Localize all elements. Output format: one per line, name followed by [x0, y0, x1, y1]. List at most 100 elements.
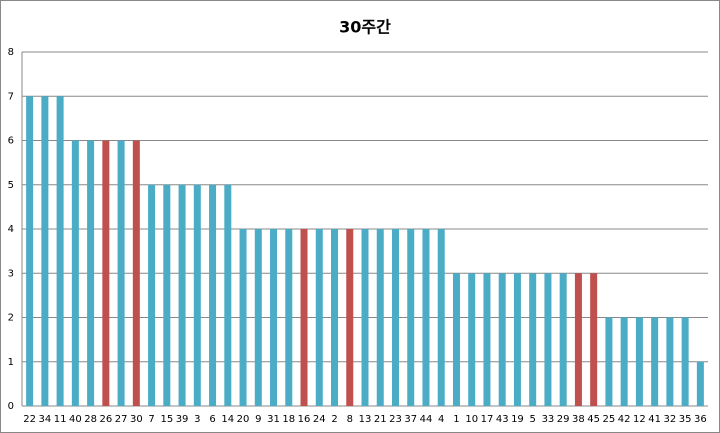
y-tick-label: 7 [8, 91, 14, 102]
bar [681, 317, 689, 406]
x-tick-label: 43 [496, 414, 509, 425]
bar [117, 140, 125, 406]
y-tick-label: 0 [8, 401, 14, 412]
bar [285, 229, 293, 406]
y-tick-label: 4 [8, 224, 14, 235]
bar [437, 229, 445, 406]
x-tick-label: 6 [209, 414, 215, 425]
bar [620, 317, 628, 406]
bar [193, 184, 201, 406]
bar [651, 317, 659, 406]
bar [26, 96, 34, 406]
y-tick-label: 2 [8, 313, 14, 324]
y-tick-label: 3 [8, 268, 14, 279]
bar [666, 317, 674, 406]
bar [56, 96, 64, 406]
x-tick-label: 34 [38, 414, 51, 425]
x-tick-label: 10 [465, 414, 478, 425]
x-tick-label: 45 [587, 414, 600, 425]
bar [590, 273, 598, 406]
x-tick-label: 1 [453, 414, 459, 425]
x-tick-label: 40 [69, 414, 82, 425]
x-tick-label: 5 [530, 414, 536, 425]
x-tick-label: 39 [176, 414, 189, 425]
x-tick-label: 11 [54, 414, 67, 425]
bar [544, 273, 552, 406]
x-tick-label: 9 [255, 414, 261, 425]
y-tick-label: 5 [8, 180, 14, 191]
bar [346, 229, 354, 406]
x-tick-label: 17 [481, 414, 494, 425]
x-tick-label: 12 [633, 414, 646, 425]
x-tick-label: 2 [331, 414, 337, 425]
x-tick-label: 14 [221, 414, 234, 425]
x-tick-label: 23 [389, 414, 402, 425]
bar [361, 229, 369, 406]
bar [224, 184, 232, 406]
x-tick-label: 21 [374, 414, 387, 425]
x-tick-label: 36 [694, 414, 707, 425]
x-tick-label: 41 [648, 414, 661, 425]
y-tick-label: 8 [8, 47, 14, 58]
x-tick-label: 33 [542, 414, 555, 425]
bar [605, 317, 613, 406]
bar [468, 273, 476, 406]
bar [422, 229, 430, 406]
x-tick-label: 26 [99, 414, 112, 425]
bar [529, 273, 537, 406]
x-tick-label: 44 [420, 414, 433, 425]
bar [163, 184, 171, 406]
bar [376, 229, 384, 406]
x-tick-label: 7 [148, 414, 154, 425]
bar [635, 317, 643, 406]
bar [513, 273, 521, 406]
bar [270, 229, 278, 406]
bar [315, 229, 323, 406]
x-tick-label: 3 [194, 414, 200, 425]
bar [483, 273, 491, 406]
bar [71, 140, 79, 406]
x-tick-label: 22 [23, 414, 36, 425]
x-tick-label: 4 [438, 414, 444, 425]
bar [254, 229, 262, 406]
x-tick-label: 18 [282, 414, 295, 425]
bar [559, 273, 567, 406]
bar [87, 140, 95, 406]
x-tick-label: 19 [511, 414, 524, 425]
bar [132, 140, 140, 406]
y-tick-label: 6 [8, 136, 14, 147]
bar [331, 229, 339, 406]
bar [102, 140, 110, 406]
bar [696, 361, 704, 406]
x-tick-label: 29 [557, 414, 570, 425]
x-tick-label: 8 [347, 414, 353, 425]
x-tick-label: 24 [313, 414, 326, 425]
x-tick-label: 13 [359, 414, 372, 425]
x-tick-label: 31 [267, 414, 280, 425]
x-tick-label: 32 [664, 414, 677, 425]
x-tick-label: 42 [618, 414, 631, 425]
y-tick-label: 1 [8, 357, 14, 368]
bar [209, 184, 217, 406]
x-tick-label: 37 [404, 414, 417, 425]
x-tick-label: 28 [84, 414, 97, 425]
x-tick-label: 27 [115, 414, 128, 425]
bar [178, 184, 186, 406]
bar [148, 184, 156, 406]
x-tick-label: 30 [130, 414, 143, 425]
bar [407, 229, 415, 406]
bar [41, 96, 49, 406]
x-tick-label: 20 [237, 414, 250, 425]
bar [300, 229, 308, 406]
chart-title: 30주간 [339, 18, 391, 37]
bar [574, 273, 582, 406]
x-tick-label: 35 [679, 414, 692, 425]
x-tick-label: 15 [160, 414, 173, 425]
bar [239, 229, 247, 406]
x-tick-label: 38 [572, 414, 585, 425]
bar [452, 273, 460, 406]
bar [391, 229, 399, 406]
x-tick-label: 16 [298, 414, 311, 425]
bar [498, 273, 506, 406]
